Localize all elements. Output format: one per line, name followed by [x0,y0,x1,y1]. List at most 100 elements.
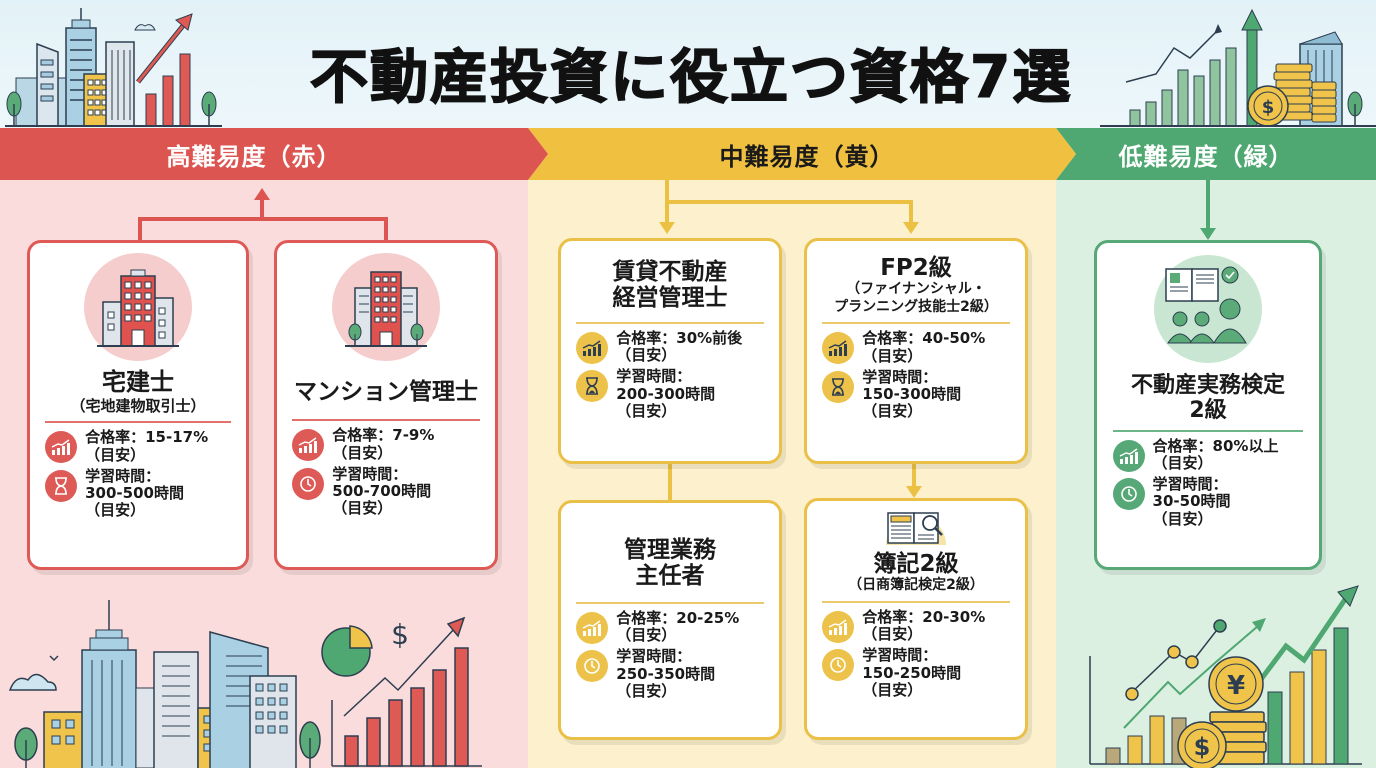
study-time-note: （目安） [616,401,677,420]
chart-up-icon [576,611,609,644]
arrow-down-icon [903,222,919,234]
pass-rate-stat: 合格率：20-30% （目安） [822,607,1009,644]
office-building-icon [84,253,192,361]
pass-rate-value: 合格率：7-9% [332,426,435,445]
card-fudosan-jitsumu-kentei2[interactable]: 不動産実務検定 2級 合格率：80%以上 （目安） 学習時間： 30-50時間 （目安… [1094,240,1322,570]
clock-icon [822,649,855,682]
card-title: 管理業務 主任者 [624,537,716,590]
study-time-value: 30-50時間 [1152,492,1231,511]
card-subtitle: （ファイナンシャル・ プランニング技能士2級） [834,281,998,316]
banner-mid-difficulty: 中難易度（黄） [528,128,1076,180]
hourglass-icon [45,469,78,502]
study-time-label: 学習時間： [862,646,938,665]
card-mansion-kanrishi[interactable]: マンション管理士 合格率：7-9% （目安） 学習時間： 500-700時間 （目安） [274,240,498,570]
coin-growth-illustration: ¥ $ [1089,585,1362,768]
pass-rate-value: 合格率：20-25% [616,608,740,627]
connector-line [138,217,388,221]
pass-rate-note: （目安） [616,346,677,365]
divider [1112,429,1304,432]
pass-rate-value: 合格率：40-50% [862,329,986,348]
divider [576,601,764,604]
card-title: 賃貸不動産 経営管理士 [613,259,728,312]
card-title: FP2級 [880,255,952,281]
pass-rate-note: （目安） [1152,453,1213,472]
banner-high-difficulty: 高難易度（赤） [0,128,548,180]
study-time-note: （目安） [616,681,677,700]
svg-text:$: $ [391,618,409,651]
study-time-value: 150-250時間 [862,663,962,682]
chart-up-icon [292,429,325,462]
study-time-label: 学習時間： [616,367,692,386]
card-fp2[interactable]: FP2級 （ファイナンシャル・ プランニング技能士2級） 合格率：40-50% （… [804,238,1028,464]
card-title-line1: 管理業務 [624,537,716,563]
study-time-stat: 学習時間： 500-700時間 （目安） [292,465,479,518]
study-time-label: 学習時間： [616,647,692,666]
study-time-value: 200-300時間 [616,384,716,403]
clock-icon [1112,478,1145,511]
study-time-stat: 学習時間： 300-500時間 （目安） [45,467,231,520]
arrow-down-icon [1200,228,1216,240]
svg-text:¥: ¥ [1227,671,1245,701]
connector-line [1206,180,1210,230]
learning-group-icon [1154,255,1262,363]
connector-line [912,462,916,488]
study-time-value: 150-300時間 [862,385,962,404]
study-time-stat: 学習時間： 200-300時間 （目安） [576,368,763,420]
card-subtitle: （日商簿記検定2級） [848,577,984,594]
study-time-value: 500-700時間 [332,482,432,501]
header: 不動産投資に役立つ資格7選 $ [0,0,1376,128]
card-title: 簿記2級 [873,551,959,577]
study-time-stat: 学習時間： 150-250時間 （目安） [822,647,1009,699]
card-title-line1: 賃貸不動産 [612,259,728,285]
chart-up-icon [822,332,855,365]
connector-line [665,200,913,204]
page-title: 不動産投資に役立つ資格7選 [309,42,1073,112]
study-time-note: （目安） [332,499,393,518]
pass-rate-value: 合格率：20-30% [862,607,986,626]
card-chintai-keiei-kanrishi[interactable]: 賃貸不動産 経営管理士 合格率：30%前後 （目安） 学習時間： 200-300時間… [558,238,782,464]
pass-rate-note: （目安） [332,443,393,462]
study-time-label: 学習時間： [862,367,938,386]
pass-rate-stat: 合格率：30%前後 （目安） [576,328,763,365]
chart-up-icon [822,610,855,643]
connector-line [665,180,669,202]
pass-rate-value: 合格率：15-17% [85,428,209,447]
study-time-note: （目安） [1152,509,1213,528]
study-time-note: （目安） [862,402,923,421]
finance-growth-illustration-right: $ [1100,8,1376,127]
connector-line [909,200,913,224]
study-time-note: （目安） [85,501,146,520]
banner-low-difficulty: 低難易度（緑） [1056,128,1376,180]
pass-rate-value: 合格率：30%前後 [616,328,743,347]
arrow-down-icon [906,486,922,498]
card-title: 不動産実務検定 2級 [1131,373,1285,424]
arrow-down-icon [659,222,675,234]
hourglass-icon [576,370,609,403]
pass-rate-stat: 合格率：40-50% （目安） [822,330,1009,365]
card-boki2[interactable]: 簿記2級 （日商簿記検定2級） 合格率：20-30% （目安） 学習時間： 150-… [804,498,1028,740]
svg-text:$: $ [1262,97,1275,118]
chart-up-icon [45,431,78,464]
card-title-line2: 経営管理士 [612,285,728,312]
divider [45,421,231,424]
city-growth-illustration-left [5,8,222,127]
pass-rate-stat: 合格率：15-17% （目安） [45,429,231,464]
card-subtitle-line1: （ファイナンシャル・ [846,281,986,298]
card-kanri-gyomu-shuninsha[interactable]: 管理業務 主任者 合格率：20-25% （目安） 学習時間： 250-350時間 （目… [558,500,782,740]
chart-up-icon [1112,439,1145,472]
pass-rate-stat: 合格率：80%以上 （目安） [1112,436,1304,473]
pass-rate-note: （目安） [616,626,677,645]
divider [822,600,1010,603]
divider [576,321,764,324]
study-time-label: 学習時間： [1152,475,1228,494]
pass-rate-value: 合格率：80%以上 [1152,436,1279,455]
study-time-note: （目安） [862,680,923,699]
ledger-magnifier-icon [876,509,956,549]
apartment-building-icon [332,253,440,361]
arrow-up-icon [254,188,270,200]
card-title-line2: 2級 [1189,398,1227,424]
card-subtitle-line2: プランニング技能士2級） [834,298,998,315]
pass-rate-stat: 合格率：7-9% （目安） [292,427,479,462]
clock-icon [576,650,609,683]
card-takken[interactable]: 宅建士 （宅地建物取引士） 合格率：15-17% （目安） 学習時間： 300-50… [27,240,249,570]
